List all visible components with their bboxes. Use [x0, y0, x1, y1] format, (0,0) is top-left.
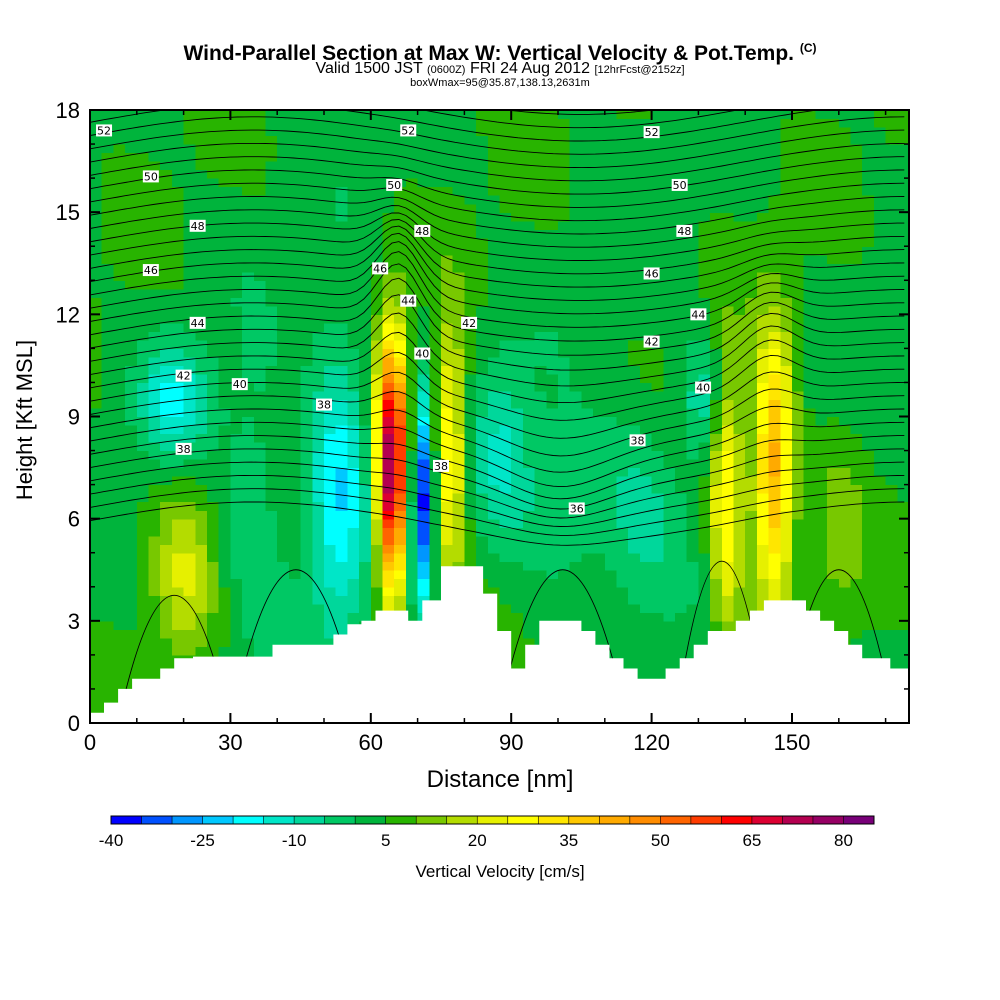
colorbar-swatch	[538, 816, 570, 824]
contour-label: 50	[386, 178, 403, 192]
colorbar-swatch	[294, 816, 325, 824]
forecast-info: [12hrFcst@2152z]	[594, 64, 685, 76]
y-tick-label: 3	[68, 609, 80, 634]
colorbar-swatch	[812, 816, 844, 824]
colorbar-swatch	[385, 816, 417, 824]
colorbar-label: Vertical Velocity [cm/s]	[415, 862, 585, 881]
contour-label: 38	[629, 434, 646, 447]
colorbar-swatch	[416, 816, 448, 824]
colorbar-swatch	[141, 816, 173, 824]
contour-label: 50	[142, 170, 159, 183]
colorbar-swatch	[324, 816, 356, 824]
copyright-mark: (C)	[799, 41, 817, 55]
colorbar-tick-label: 5	[381, 831, 390, 850]
chart-title: Wind-Parallel Section at Max W: Vertical…	[0, 36, 1000, 66]
y-tick-label: 15	[56, 200, 80, 225]
valid-time: Valid 1500 JST	[315, 60, 423, 77]
colorbar-swatch	[568, 816, 600, 824]
contour-label: 42	[175, 369, 192, 383]
contour-label: 46	[142, 264, 159, 277]
y-tick-label: 6	[68, 507, 80, 532]
contour-label: 44	[189, 316, 206, 330]
colorbar-swatch	[446, 816, 478, 824]
contour-label: 40	[695, 381, 712, 395]
contour-label: 40	[231, 378, 248, 391]
colorbar-swatch	[782, 816, 814, 824]
colorbar-swatch	[751, 816, 783, 824]
x-tick-label: 60	[359, 730, 383, 755]
contour-label: 48	[676, 224, 693, 238]
contour-label: 40	[414, 347, 431, 360]
x-tick-label: 90	[499, 730, 523, 755]
y-tick-label: 12	[56, 302, 80, 327]
colorbar-swatch	[172, 816, 203, 824]
x-axis-label: Distance [nm]	[426, 766, 574, 793]
colorbar-swatch	[599, 816, 631, 824]
contour-label: 52	[643, 126, 660, 139]
colorbar-tick-label: 65	[742, 831, 761, 850]
contour-label: 44	[400, 294, 417, 308]
contour-label: 52	[400, 124, 417, 137]
y-tick-label: 18	[56, 98, 80, 123]
contour-label: 48	[414, 224, 431, 238]
contour-label: 38	[316, 398, 332, 412]
colorbar-swatch	[477, 816, 509, 824]
colorbar-swatch	[111, 816, 142, 824]
y-tick-label: 9	[68, 405, 80, 430]
colorbar-swatch	[507, 816, 539, 824]
x-tick-label: 120	[633, 730, 670, 755]
chart-title-main: Wind-Parallel Section at Max W: Vertical…	[183, 42, 794, 65]
box-wmax-info: boxWmax=95@35.87,138.13,2631m	[410, 77, 590, 89]
contour-label: 48	[189, 219, 206, 233]
valid-date: FRI 24 Aug 2012	[469, 60, 591, 77]
colorbar-tick-label: 35	[559, 831, 578, 850]
colorbar-swatch	[233, 816, 264, 824]
contour-label: 46	[372, 262, 389, 275]
contour-label: 52	[96, 124, 113, 137]
x-tick-label: 30	[218, 730, 242, 755]
contour-label: 38	[433, 459, 449, 473]
colorbar-swatch	[660, 816, 692, 824]
valid-time-utc: (0600Z)	[426, 64, 466, 76]
colorbar-swatch	[202, 816, 234, 824]
colorbar-tick-label: -10	[282, 831, 307, 850]
colorbar-swatch	[721, 816, 753, 824]
colorbar-swatch	[263, 816, 295, 824]
contour-label: 38	[175, 442, 192, 456]
y-axis-label: Height [Kft MSL]	[12, 339, 37, 501]
colorbar-swatch	[843, 816, 875, 824]
terrain	[90, 566, 909, 723]
contour-label: 46	[643, 267, 660, 280]
colorbar-tick-label: 80	[834, 831, 853, 850]
chart-subtitle: Valid 1500 JST (0600Z) FRI 24 Aug 2012 […	[0, 60, 1000, 79]
contour-label: 50	[671, 178, 688, 192]
colorbar-tick-label: -40	[99, 831, 124, 850]
colorbar-tick-label: -25	[190, 831, 215, 850]
contour-label: 44	[690, 308, 707, 321]
colorbar-swatch	[355, 816, 386, 824]
x-tick-label: 0	[84, 730, 96, 755]
colorbar-tick-label: 20	[468, 831, 487, 850]
colorbar-swatch	[629, 816, 661, 824]
contour-label: 36	[568, 502, 585, 515]
colorbar-swatch	[690, 816, 722, 824]
y-tick-label: 0	[68, 711, 80, 736]
contour-label: 42	[461, 316, 478, 330]
colorbar-tick-label: 50	[651, 831, 670, 850]
contour-label: 42	[643, 335, 660, 349]
x-tick-label: 150	[774, 730, 811, 755]
